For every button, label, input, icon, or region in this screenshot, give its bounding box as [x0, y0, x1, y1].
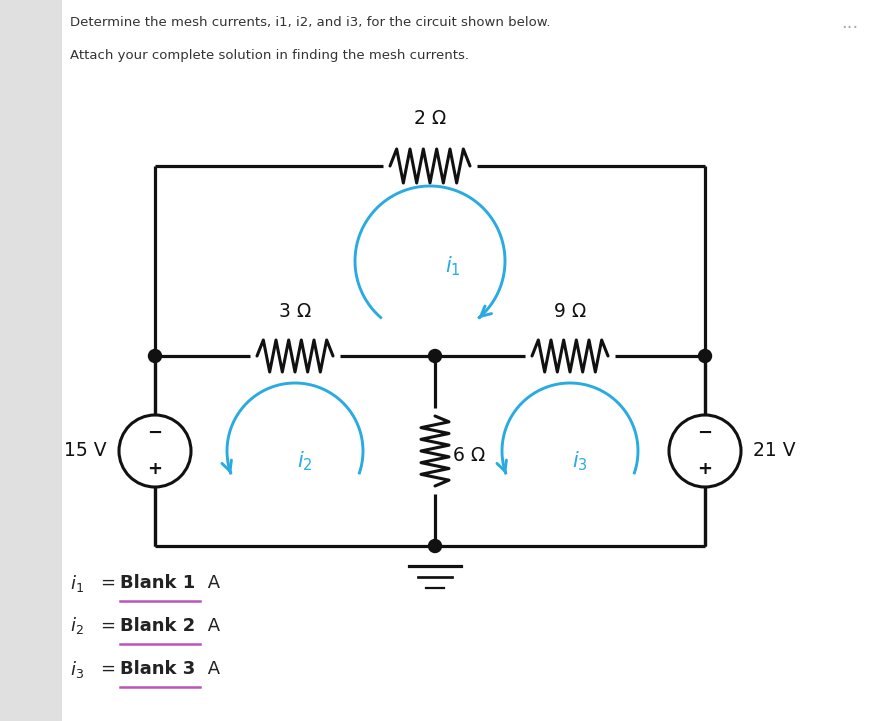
Text: =: = — [100, 574, 115, 592]
Circle shape — [698, 350, 711, 363]
Text: $i_3$: $i_3$ — [70, 658, 84, 679]
Text: +: + — [697, 460, 712, 478]
Text: 9 Ω: 9 Ω — [554, 302, 586, 321]
Text: −: − — [697, 424, 712, 442]
Text: 2 Ω: 2 Ω — [413, 109, 446, 128]
Text: +: + — [147, 460, 163, 478]
Text: Blank 2: Blank 2 — [120, 617, 195, 635]
Text: Determine the mesh currents, i1, i2, and i3, for the circuit shown below.: Determine the mesh currents, i1, i2, and… — [70, 16, 550, 29]
Text: $i_1$: $i_1$ — [445, 255, 461, 278]
Circle shape — [428, 350, 442, 363]
Text: 15 V: 15 V — [64, 441, 107, 461]
Circle shape — [119, 415, 191, 487]
Circle shape — [669, 415, 741, 487]
Text: Attach your complete solution in finding the mesh currents.: Attach your complete solution in finding… — [70, 49, 469, 62]
Text: 3 Ω: 3 Ω — [279, 302, 311, 321]
Text: Blank 3: Blank 3 — [120, 660, 195, 678]
Text: =: = — [100, 617, 115, 635]
Text: 6 Ω: 6 Ω — [453, 446, 485, 466]
Text: −: − — [147, 424, 163, 442]
Circle shape — [428, 539, 442, 552]
Text: A: A — [202, 617, 220, 635]
Text: $i_1$: $i_1$ — [70, 572, 84, 593]
Text: $i_2$: $i_2$ — [297, 449, 313, 473]
Text: 21 V: 21 V — [753, 441, 795, 461]
Text: A: A — [202, 660, 220, 678]
Text: $i_3$: $i_3$ — [572, 449, 588, 473]
Text: $i_2$: $i_2$ — [70, 616, 84, 637]
Text: Blank 1: Blank 1 — [120, 574, 195, 592]
Circle shape — [149, 350, 161, 363]
Text: =: = — [100, 660, 115, 678]
Text: A: A — [202, 574, 220, 592]
Bar — [0, 0, 62, 721]
Text: ...: ... — [841, 14, 858, 32]
